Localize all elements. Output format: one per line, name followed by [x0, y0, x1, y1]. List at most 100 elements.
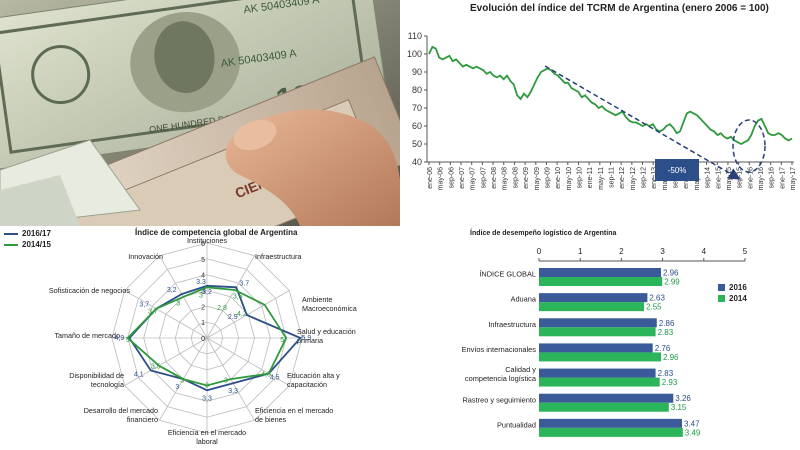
radar-value-2016: 5,9 [302, 335, 312, 342]
bar-2014 [539, 427, 683, 437]
bar-2014 [539, 327, 656, 337]
x-tick-label: sep-11 [609, 167, 616, 188]
radar-axis-label: Sofisticación de negocios [49, 286, 131, 295]
bar-2014 [539, 352, 661, 362]
bar-2016 [539, 343, 653, 353]
bar-2016 [539, 293, 648, 303]
hand [225, 109, 400, 226]
category-label: ÍNDICE GLOBAL [479, 270, 536, 279]
bar-value-2016: 2.63 [649, 294, 665, 303]
radar-tick-label: 3 [201, 289, 205, 296]
radar-value-2014: 3 [205, 383, 209, 390]
x-tick-label: may-06 [438, 167, 445, 190]
category-label: Rastreo y seguimiento [462, 395, 536, 404]
x-tick-label: 4 [702, 247, 707, 256]
tcrm-line-chart: 40 50 60 70 80 90 100 110 ene-06 may-06 sep-06 ene-… [407, 31, 797, 190]
highlight-ellipse [732, 119, 766, 173]
radar-value-2016: 2.9 [228, 314, 238, 321]
x-tick-label: may-17 [790, 167, 797, 190]
radar-value-2016: 3 [175, 384, 179, 391]
radar-value-2016: 3,7 [139, 302, 149, 309]
logistics-legend-item: 2016 [718, 282, 747, 293]
x-tick-label: ene-06 [427, 167, 434, 189]
x-tick-label: may-07 [470, 167, 477, 190]
radar-tick-label: 2 [201, 304, 205, 311]
radar-legend-label-2016: 2016/17 [22, 229, 51, 238]
category-label: Puntualidad [497, 420, 536, 429]
radar-tick-label: 4 [201, 273, 205, 280]
x-tick-label: ene-12 [619, 167, 626, 189]
radar-value-2014: 4,2 [237, 311, 247, 318]
radar-value-2014: 5 [280, 337, 284, 344]
bar-value-2016: 2.83 [658, 369, 674, 378]
radar-tick-label: 6 [201, 241, 205, 248]
money-photo: AK 50403409 A AK 50403409 A 100 ONE HUND… [0, 0, 400, 226]
y-tick-label: 60 [412, 121, 422, 131]
x-tick-label: sep-08 [512, 167, 519, 189]
y-tick-label: 80 [412, 85, 422, 95]
radar-axis-label: Eficiencia en el mercado laboral [168, 428, 246, 446]
radar-value-2016: 3.7 [239, 280, 249, 287]
bar-2016 [539, 368, 656, 378]
bar-value-2014: 3.15 [671, 403, 687, 412]
radar-axis-label: Salud y educación primaria [297, 327, 356, 345]
tcrm-series-line [428, 45, 793, 146]
logistics-legend-item: 2014 [718, 293, 747, 304]
y-tick-label: 70 [412, 103, 422, 113]
bar-value-2014: 2.83 [658, 328, 674, 337]
extra-notes [0, 139, 141, 226]
radar-axis-label: Innovación [128, 252, 163, 261]
x-tick-label: 5 [743, 247, 748, 256]
y-tick-label: 90 [412, 67, 422, 77]
x-tick-label: may-15 [726, 167, 733, 190]
radar-legend-item: 2014/15 [4, 239, 51, 250]
radar-value-extra: 3,2 [202, 289, 212, 296]
x-tick-label: ene-15 [715, 167, 722, 189]
x-tick-label: may-12 [630, 167, 637, 190]
annotation-label: -50% [668, 166, 687, 175]
x-tick-label: sep-10 [576, 167, 583, 189]
legend-box-2016 [718, 284, 725, 291]
radar-axis-label: Eficiencia en el mercado de bienes [255, 406, 333, 424]
bar-value-2016: 2.76 [655, 344, 671, 353]
logistics-legend-label-2016: 2016 [729, 283, 747, 292]
x-tick-label: ene-17 [779, 167, 786, 189]
radar-axis-label: Educación alta y capacitación [287, 371, 340, 389]
bar-2016 [539, 418, 682, 428]
x-tick-label: ene-09 [523, 167, 530, 189]
bar-2014 [539, 402, 669, 412]
radar-value-2016: 4,1 [134, 372, 144, 379]
radar-tick-label: 5 [201, 257, 205, 264]
x-tick-label: ene-13 [651, 167, 658, 189]
bar-2014 [539, 377, 660, 387]
bar-value-2016: 3.47 [684, 419, 700, 428]
radar-value-2014: 3,5 [151, 364, 161, 371]
bar-value-2014: 2.99 [664, 278, 680, 287]
x-tick-label: may-11 [598, 167, 605, 190]
x-tick-label: sep-06 [448, 167, 455, 189]
radar-value-2014: 3 [180, 378, 184, 385]
radar-value-2014: 3,5 [233, 294, 243, 301]
logistics-legend-label-2014: 2014 [729, 294, 747, 303]
radar-value-2016: 3.3 [196, 279, 206, 286]
x-tick-label: sep-12 [641, 167, 648, 189]
x-tick-label: may-09 [534, 167, 541, 190]
x-tick-label: 1 [578, 247, 583, 256]
money-photo-illustration: AK 50403409 A AK 50403409 A 100 ONE HUND… [0, 0, 400, 226]
category-label: Calidad y competencia logística [465, 365, 537, 383]
radar-axis-label: Instituciones [187, 236, 227, 245]
category-label: Envíos internacionales [462, 345, 537, 354]
bar-2016 [539, 318, 657, 328]
radar-spoke [124, 290, 208, 339]
radar-value-2014: 3 [176, 301, 180, 308]
radar-axis-label: Ambiente Macroeconómica [302, 295, 357, 313]
x-tick-label: ene-11 [587, 167, 594, 188]
radar-chart-title: Índice de competencia global de Argentin… [135, 228, 298, 237]
radar-axis-label: Infraestructura [255, 252, 301, 261]
radar-legend: 2016/17 2014/15 [4, 228, 51, 250]
legend-box-2014 [718, 295, 725, 302]
trend-arrow [544, 65, 741, 180]
radar-spoke [206, 255, 255, 339]
x-tick-label: 2 [619, 247, 624, 256]
bar-value-2016: 2.86 [659, 319, 675, 328]
